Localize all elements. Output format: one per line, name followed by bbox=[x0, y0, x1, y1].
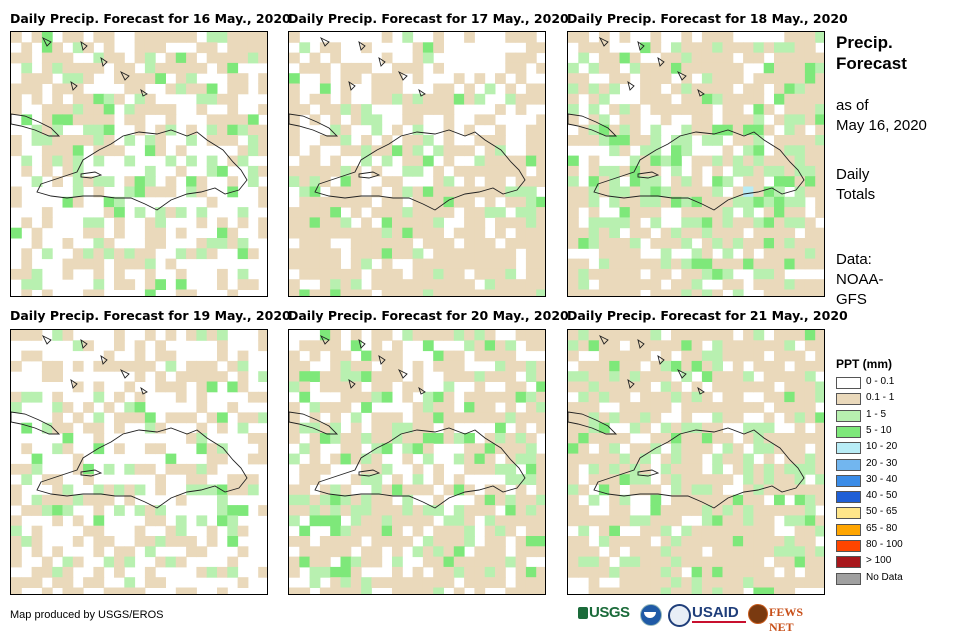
legend-label: 5 - 10 bbox=[866, 424, 892, 436]
as-of-date: May 16, 2020 bbox=[836, 117, 927, 134]
precip-map-1 bbox=[11, 32, 267, 296]
legend-label: > 100 bbox=[866, 555, 892, 567]
legend-swatch bbox=[836, 572, 861, 585]
precip-map-2 bbox=[289, 32, 545, 296]
precip-map-4 bbox=[11, 330, 267, 594]
legend-label: 80 - 100 bbox=[866, 539, 903, 550]
map-panel-4 bbox=[10, 329, 268, 595]
data-source: NOAA-GFS bbox=[836, 271, 884, 308]
map-panel-6 bbox=[567, 329, 825, 595]
legend-label: 0.1 - 1 bbox=[866, 392, 895, 404]
legend-swatch bbox=[836, 474, 861, 487]
usaid-logo: USAID bbox=[692, 604, 748, 626]
legend-swatch bbox=[836, 540, 861, 552]
legend-label: 50 - 65 bbox=[866, 506, 898, 518]
panel-title-4: Daily Precip. Forecast for 19 May., 2020 bbox=[10, 308, 291, 323]
map-panel-3 bbox=[567, 31, 825, 297]
fews-net-globe-icon bbox=[748, 604, 768, 624]
legend-label: No Data bbox=[866, 571, 903, 583]
legend-swatch bbox=[836, 491, 861, 504]
legend-swatch bbox=[836, 458, 861, 471]
sidebar-title: Precip. Forecast bbox=[836, 33, 907, 73]
legend-swatch bbox=[836, 507, 861, 520]
legend-label: 40 - 50 bbox=[866, 490, 898, 502]
panel-title-6: Daily Precip. Forecast for 21 May., 2020 bbox=[567, 308, 848, 323]
legend-label: 20 - 30 bbox=[866, 457, 898, 469]
legend-swatch bbox=[836, 409, 861, 422]
panel-title-2: Daily Precip. Forecast for 17 May., 2020 bbox=[288, 11, 569, 26]
usgs-logo: USGS bbox=[578, 604, 632, 626]
map-panel-5 bbox=[288, 329, 546, 595]
precip-map-6 bbox=[568, 330, 824, 594]
legend-label: 30 - 40 bbox=[866, 473, 898, 485]
daily-totals-label: Daily Totals bbox=[836, 166, 876, 203]
map-panel-2 bbox=[288, 31, 546, 297]
panel-title-3: Daily Precip. Forecast for 18 May., 2020 bbox=[567, 11, 848, 26]
legend-swatch bbox=[836, 556, 861, 569]
legend-label: 0 - 0.1 bbox=[866, 376, 895, 387]
panel-title-1: Daily Precip. Forecast for 16 May., 2020 bbox=[10, 11, 291, 26]
noaa-logo-icon bbox=[640, 604, 662, 626]
legend-swatch bbox=[836, 523, 861, 536]
usaid-seal-icon bbox=[668, 604, 691, 627]
legend-label: 1 - 5 bbox=[866, 408, 887, 420]
precip-map-3 bbox=[568, 32, 824, 296]
data-label: Data: bbox=[836, 251, 872, 268]
legend-swatch bbox=[836, 377, 861, 389]
legend-title: PPT (mm) bbox=[836, 357, 893, 371]
usgs-wave-icon bbox=[578, 607, 588, 619]
map-panel-1 bbox=[10, 31, 268, 297]
map-credit: Map produced by USGS/EROS bbox=[10, 609, 164, 621]
precip-map-5 bbox=[289, 330, 545, 594]
panel-title-5: Daily Precip. Forecast for 20 May., 2020 bbox=[288, 308, 569, 323]
legend-swatch bbox=[836, 442, 861, 455]
legend-label: 10 - 20 bbox=[866, 441, 898, 453]
legend-label: 65 - 80 bbox=[866, 522, 898, 534]
legend-swatch bbox=[836, 393, 861, 406]
legend-swatch bbox=[836, 425, 861, 438]
fews-net-logo: FEWS NET bbox=[748, 604, 824, 634]
as-of-label: as of bbox=[836, 97, 869, 114]
